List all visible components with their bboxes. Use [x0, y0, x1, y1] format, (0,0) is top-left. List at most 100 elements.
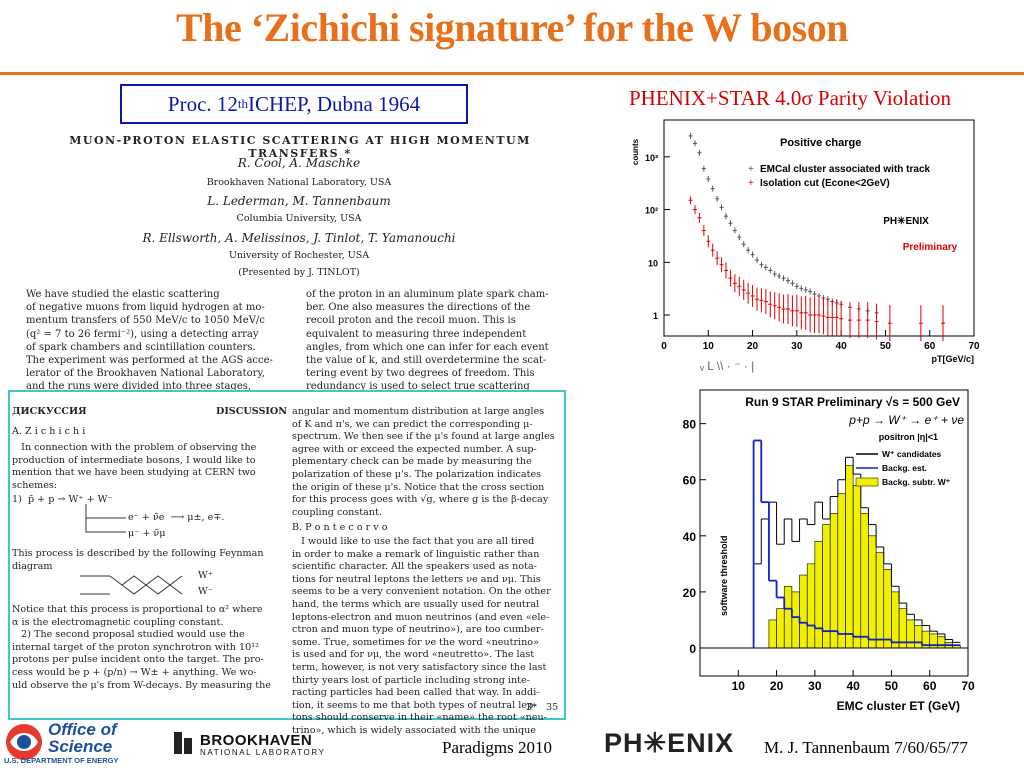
paper-authors-3: R. Ellsworth, A. Melissinos, J. Tinlot, …: [142, 231, 456, 245]
equation-1-branch-a: e⁻ + ν̄e ⟶ μ±, e∓.: [128, 512, 225, 523]
pontecorvo-remark: I would like to use the fact that you ar…: [292, 536, 551, 736]
speaker-zichichi: A. Z i c h i c h i: [12, 426, 86, 437]
star-subtracted-bar: [875, 552, 885, 649]
phenix-x-tick-label: 10: [703, 341, 715, 352]
phenix-legend-label: EMCal cluster associated with track: [760, 164, 931, 175]
office-line-2: Science: [48, 737, 113, 756]
paper-authors-1: R. Cool, A. Maschke: [237, 156, 361, 170]
discussion-heading-en: DISCUSSION: [216, 406, 287, 417]
phenix-y-tick-label: 10²: [645, 206, 658, 216]
phenix-logo: PH✳ENIX: [604, 728, 735, 758]
paper-column-left: We have studied the elastic scattering o…: [26, 289, 273, 393]
zichichi-second-proposal: Notice that this process is proportional…: [12, 604, 271, 691]
feynman-intro: This process is described by the followi…: [12, 548, 264, 572]
bnl-line-2: NATIONAL LABORATORY: [200, 748, 326, 757]
phenix-x-label: pT[GeV/c]: [931, 354, 974, 364]
discussion-scan: ДИСКУССИЯ DISCUSSION A. Z i c h i c h i …: [8, 390, 566, 736]
phenix-preliminary: Preliminary: [903, 242, 958, 253]
star-legend-label: W⁺ candidates: [882, 449, 942, 459]
phenix-legend-marker: +: [748, 178, 754, 189]
star-subtracted-bar: [914, 625, 923, 649]
equation-1: 1) p̄ + p → W⁺ + W⁻: [12, 494, 113, 505]
star-subtracted-bar: [799, 574, 808, 649]
phenix-x-tick-label: 30: [791, 341, 803, 352]
star-legend-swatch: [855, 477, 879, 487]
star-subtracted-bar: [852, 485, 862, 649]
discussion-right-body: angular and momentum distribution at lar…: [292, 406, 555, 518]
star-x-tick-label: 70: [961, 679, 975, 693]
star-subtracted-bar: [837, 493, 846, 649]
phenix-x-tick-label: 50: [880, 341, 892, 352]
speaker-pontecorvo: B. P o n t e c o r v o: [292, 522, 388, 533]
star-chart: software threshold 0 20 40 60 80 10 20 30 40 50 60 7…: [670, 386, 980, 716]
star-subtracted-bar: [860, 513, 869, 649]
decay-arrows: [85, 504, 126, 533]
star-threshold-label: software threshold: [719, 535, 729, 616]
phenix-y-tick-label: 1: [653, 311, 658, 321]
star-x-tick-label: 20: [770, 679, 784, 693]
star-x-tick-label: 40: [846, 679, 860, 693]
star-title: Run 9 STAR Preliminary √s = 500 GeV: [745, 395, 960, 409]
citation-suffix: ICHEP, Dubna 1964: [248, 91, 421, 116]
zichichi-intro: In connection with the problem of observ…: [12, 442, 257, 491]
feynman-w-plus: W⁺: [198, 570, 213, 581]
star-subtracted-bar: [868, 535, 877, 649]
star-legend-label: Backg. subtr. W⁺: [882, 477, 951, 487]
phenix-y-tick-label: 10³: [645, 153, 658, 163]
phenix-y-tick-label: 10: [648, 258, 658, 268]
star-x-tick-label: 30: [808, 679, 822, 693]
star-subtracted-bar: [829, 513, 839, 649]
star-subtracted-bar: [776, 608, 785, 649]
star-x-tick-label: 50: [885, 679, 899, 693]
phenix-logo-annotation: PH✳ENIX: [883, 216, 929, 227]
star-legend-label: Backg. est.: [882, 463, 927, 473]
event-name: Paradigms 2010: [442, 738, 553, 757]
title-divider: [0, 72, 1024, 75]
feynman-diagram: [80, 575, 183, 595]
phenix-x-tick-label: 40: [836, 341, 848, 352]
phenix-x-tick-label: 70: [968, 341, 980, 352]
star-subtracted-bar: [906, 619, 915, 649]
star-y-tick-label: 20: [683, 586, 697, 600]
page-number: 3* 35: [526, 702, 559, 713]
star-y-tick-label: 40: [683, 530, 697, 544]
office-line-1: Office of: [48, 720, 117, 739]
star-subtracted-bar: [845, 465, 854, 649]
phenix-y-label: counts: [631, 138, 640, 165]
star-x-label: EMC cluster ET (GeV): [837, 699, 960, 713]
phenix-title: Positive charge: [780, 137, 861, 149]
star-y-tick-label: 0: [689, 642, 696, 656]
slide-title: The ‘Zichichi signature’ for the W boson: [176, 5, 848, 50]
citation-superscript: th: [237, 96, 249, 111]
phenix-chart: 0 10 20 30 40 50 60 70 1 10 10² 10³ counts pT[GeV/c] P…: [600, 112, 1020, 387]
star-subtracted-bar: [806, 563, 816, 649]
paper-presenter: (Presented by J. TINLOT): [238, 267, 360, 278]
citation-prefix: Proc. 12: [167, 91, 238, 116]
star-subtracted-bar: [814, 541, 823, 649]
author-page: M. J. Tannenbaum 7/60/65/77: [764, 738, 968, 757]
phenix-x-tick-label: 0: [661, 341, 667, 352]
phenix-legend-label: Isolation cut (Econe<2GeV): [760, 178, 890, 189]
phenix-x-tick-label: 60: [924, 341, 936, 352]
office-line-3: U.S. DEPARTMENT OF ENERGY: [4, 756, 119, 765]
star-subtracted-bar: [883, 569, 892, 649]
phenix-star-header: PHENIX+STAR 4.0σ Parity Violation: [628, 86, 951, 110]
phenix-frame: [663, 119, 975, 337]
office-of-science-logo-icon: [6, 724, 42, 760]
phenix-legend-marker: +: [748, 164, 754, 175]
paper-title: MUON-PROTON ELASTIC SCATTERING AT HIGH M…: [69, 134, 531, 160]
paper-institution-3: University of Rochester, USA: [228, 250, 370, 261]
star-cut-label: positron |η|<1: [879, 432, 938, 442]
bnl-logo-icon: [174, 732, 192, 754]
star-y-tick-label: 60: [683, 474, 697, 488]
star-subtracted-bar: [783, 585, 793, 649]
phenix-axis-strip: ᵥ L \\ · ⁻ · |: [699, 359, 754, 373]
discussion-heading-ru: ДИСКУССИЯ: [12, 406, 87, 417]
paper-institution-1: Brookhaven National Laboratory, USA: [206, 177, 392, 188]
phenix-x-tick-label: 20: [747, 341, 759, 352]
paper-institution-2: Columbia University, USA: [236, 213, 362, 224]
star-subtracted-bar: [822, 524, 831, 649]
paper-column-right: of the proton in an aluminum plate spark…: [306, 289, 549, 393]
phenix-chart-svg: 0 10 20 30 40 50 60 70 1 10 10² 10³ counts pT[GeV/c] P…: [631, 119, 980, 373]
